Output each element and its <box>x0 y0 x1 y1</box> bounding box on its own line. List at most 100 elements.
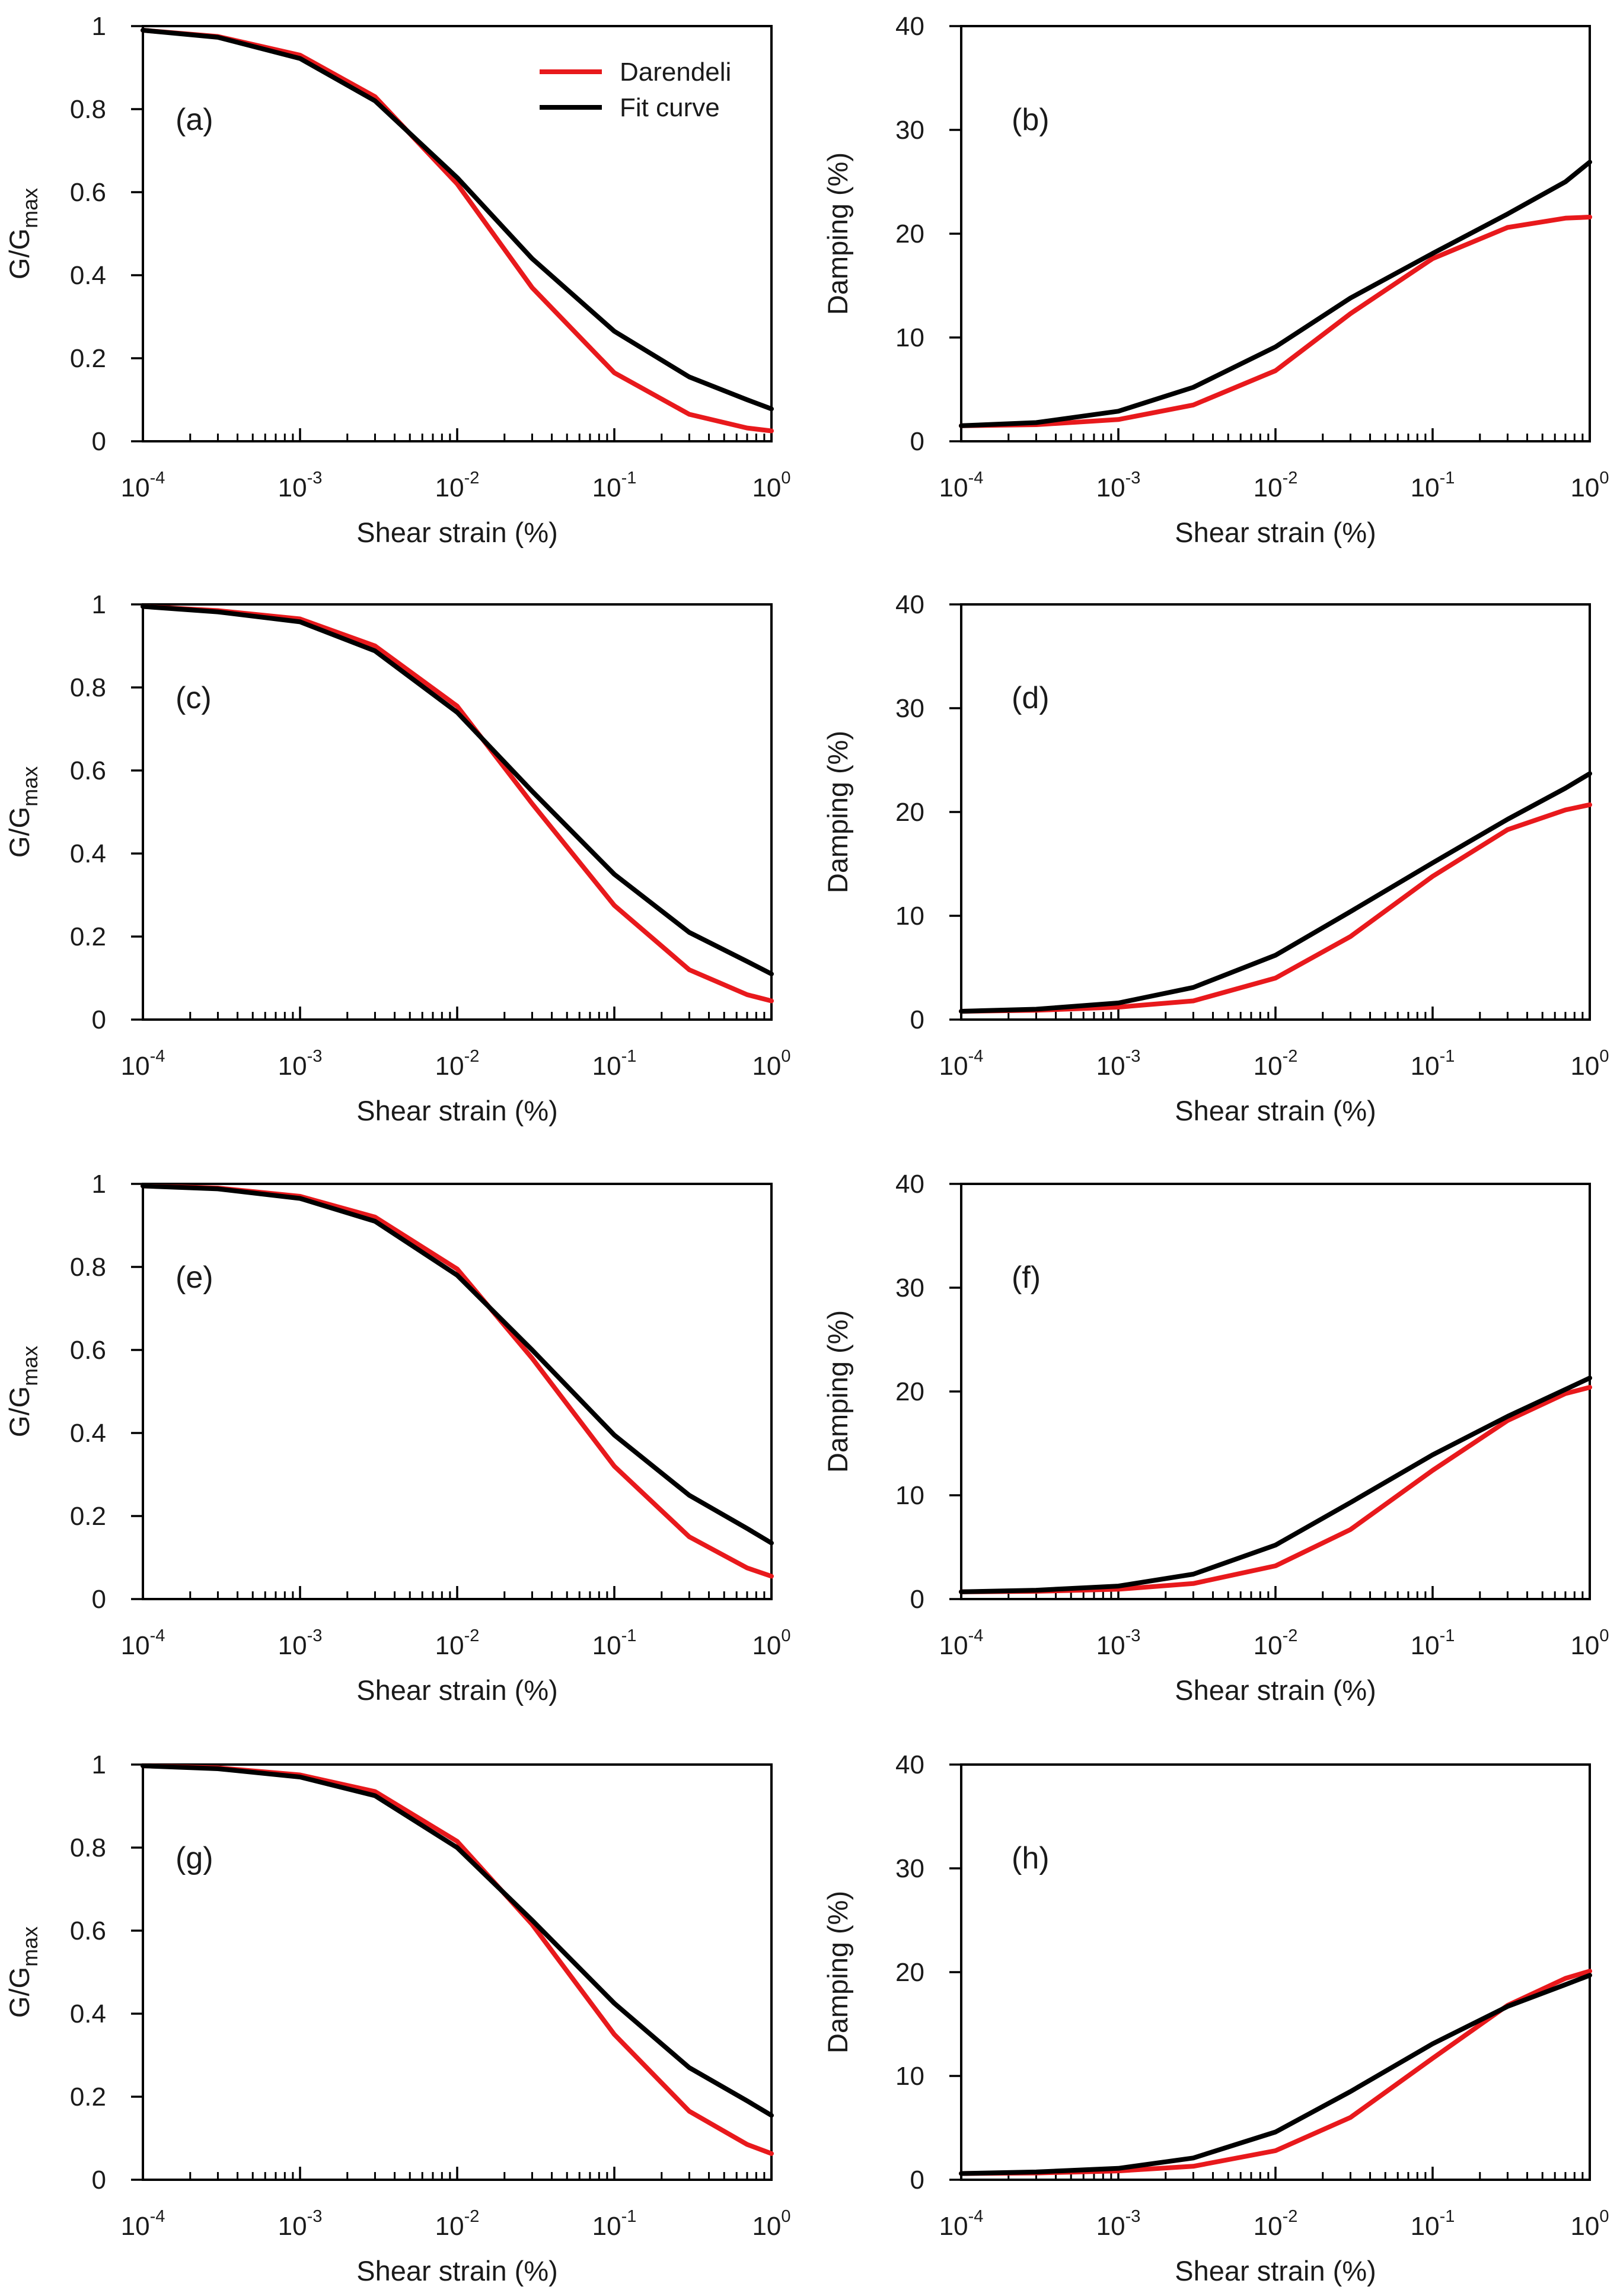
y-tick-label: 0.4 <box>70 1999 106 2028</box>
x-tick-label: 10-3 <box>278 1626 323 1660</box>
y-axis-label: Damping (%) <box>822 731 853 893</box>
x-tick-label: 10-1 <box>1411 2207 1455 2241</box>
panel-label: (e) <box>176 1260 213 1295</box>
x-tick-label: 10-1 <box>1411 1626 1455 1660</box>
panel-label: (g) <box>176 1841 213 1875</box>
x-tick-label: 10-2 <box>1254 469 1298 502</box>
x-tick-label: 10-1 <box>592 469 637 502</box>
x-axis-label: Shear strain (%) <box>356 517 558 548</box>
y-tick-label: 40 <box>895 1170 924 1199</box>
y-tick-label: 0.8 <box>70 673 106 702</box>
x-tick-label: 10-1 <box>592 1626 637 1660</box>
y-tick-label: 0 <box>92 1585 106 1614</box>
series-line-fit-curve <box>959 1375 1592 1594</box>
x-tick-label: 10-4 <box>121 469 165 502</box>
x-tick-label: 10-2 <box>435 1626 480 1660</box>
x-tick-label: 10-4 <box>939 2207 984 2241</box>
legend: Darendeli Fit curve <box>540 58 731 122</box>
legend-label: Fit curve <box>620 93 720 122</box>
y-tick-label: 30 <box>895 116 924 145</box>
x-tick-label: 100 <box>752 2207 790 2241</box>
x-tick-label: 10-3 <box>278 2207 323 2241</box>
x-axis-label: Shear strain (%) <box>1175 2255 1376 2287</box>
series-line-darendeli <box>959 802 1592 1014</box>
y-tick-label: 0 <box>910 1585 924 1614</box>
y-tick-label: 10 <box>895 1481 924 1510</box>
series-line-darendeli <box>141 1183 774 1579</box>
x-tick-label: 10-4 <box>121 1047 165 1081</box>
x-axis-label: Shear strain (%) <box>356 2255 558 2287</box>
x-axis-label: Shear strain (%) <box>356 1095 558 1126</box>
y-tick-label: 10 <box>895 902 924 931</box>
x-axis-label: Shear strain (%) <box>1175 517 1376 548</box>
y-tick-label: 0 <box>92 427 106 456</box>
series-line-darendeli <box>959 1385 1592 1594</box>
y-tick-label: 0 <box>910 2166 924 2195</box>
y-axis-label: G/Gmax <box>4 766 42 858</box>
x-tick-label: 10-2 <box>1254 1626 1298 1660</box>
x-tick-label: 10-3 <box>278 1047 323 1081</box>
x-tick-label: 10-3 <box>1096 1047 1141 1081</box>
y-tick-label: 0.8 <box>70 1833 106 1862</box>
panel-label: (a) <box>176 103 213 137</box>
y-tick-label: 40 <box>895 590 924 619</box>
chart-panel-g: 10-4 10-3 10-2 10-1 100 0 0.2 0.4 0.6 0.8 1 Shear s… <box>4 1750 791 2287</box>
series-line-darendeli <box>141 604 774 1004</box>
x-tick-label: 100 <box>752 1047 790 1081</box>
x-tick-label: 100 <box>1570 1047 1609 1081</box>
y-tick-label: 0.6 <box>70 1916 106 1945</box>
y-tick-label: 0 <box>92 2166 106 2195</box>
y-tick-label: 1 <box>92 1170 106 1199</box>
panel-label: (h) <box>1012 1841 1050 1875</box>
y-axis-label: Damping (%) <box>822 1891 853 2053</box>
series-line-fit-curve <box>141 1183 774 1546</box>
panel-label: (c) <box>176 681 212 715</box>
y-tick-label: 30 <box>895 694 924 723</box>
series-line-fit-curve <box>959 160 1592 428</box>
y-axis-label: G/Gmax <box>4 188 42 279</box>
y-axis-label: Damping (%) <box>822 152 853 315</box>
x-tick-label: 10-2 <box>1254 2207 1298 2241</box>
panel-label: (d) <box>1012 681 1050 715</box>
y-axis-label: G/Gmax <box>4 1926 42 2018</box>
series-line-fit-curve <box>959 1973 1592 2176</box>
chart-panel-f: 10-4 10-3 10-2 10-1 100 0 10 20 30 40 Shear strain… <box>822 1170 1609 1706</box>
y-tick-label: 30 <box>895 1273 924 1303</box>
y-tick-label: 20 <box>895 1377 924 1406</box>
y-tick-label: 0.8 <box>70 95 106 124</box>
y-tick-label: 0.6 <box>70 756 106 785</box>
x-tick-label: 10-4 <box>121 2207 165 2241</box>
panel-label: (b) <box>1012 103 1050 137</box>
y-tick-label: 40 <box>895 12 924 41</box>
x-tick-label: 10-2 <box>1254 1047 1298 1081</box>
y-tick-label: 0.2 <box>70 922 106 951</box>
y-tick-label: 0 <box>92 1005 106 1034</box>
y-axis-label: Damping (%) <box>822 1310 853 1473</box>
y-tick-label: 0.2 <box>70 344 106 373</box>
series-line-fit-curve <box>141 28 774 412</box>
chart-panel-e: 10-4 10-3 10-2 10-1 100 0 0.2 0.4 0.6 0.8 1 Shear s… <box>4 1170 791 1706</box>
x-tick-label: 10-3 <box>1096 2207 1141 2241</box>
plot-frame <box>142 25 773 442</box>
x-tick-label: 10-4 <box>939 1047 984 1081</box>
chart-panel-a: 10-4 10-3 10-2 10-1 100 0 0.2 0.4 0.6 0.8 1 Shear s… <box>4 12 791 548</box>
x-tick-label: 10-4 <box>121 1626 165 1660</box>
legend-label: Darendeli <box>620 58 731 87</box>
series-line-fit-curve <box>959 771 1592 1014</box>
x-axis-label: Shear strain (%) <box>1175 1095 1376 1126</box>
x-tick-label: 10-2 <box>435 1047 480 1081</box>
y-tick-label: 1 <box>92 12 106 41</box>
y-tick-label: 0 <box>910 1005 924 1034</box>
chart-panel-d: 10-4 10-3 10-2 10-1 100 0 10 20 30 40 Shear strain… <box>822 590 1609 1126</box>
panel-label: (f) <box>1012 1260 1041 1295</box>
x-tick-label: 100 <box>1570 1626 1609 1660</box>
plot-frame <box>142 1763 773 2181</box>
series-line-darendeli <box>959 215 1592 428</box>
y-tick-label: 1 <box>92 1750 106 1779</box>
x-tick-label: 10-1 <box>592 1047 637 1081</box>
plot-frame <box>960 1763 1591 2181</box>
y-tick-label: 40 <box>895 1750 924 1779</box>
y-tick-label: 10 <box>895 2062 924 2091</box>
y-tick-label: 0.8 <box>70 1253 106 1282</box>
